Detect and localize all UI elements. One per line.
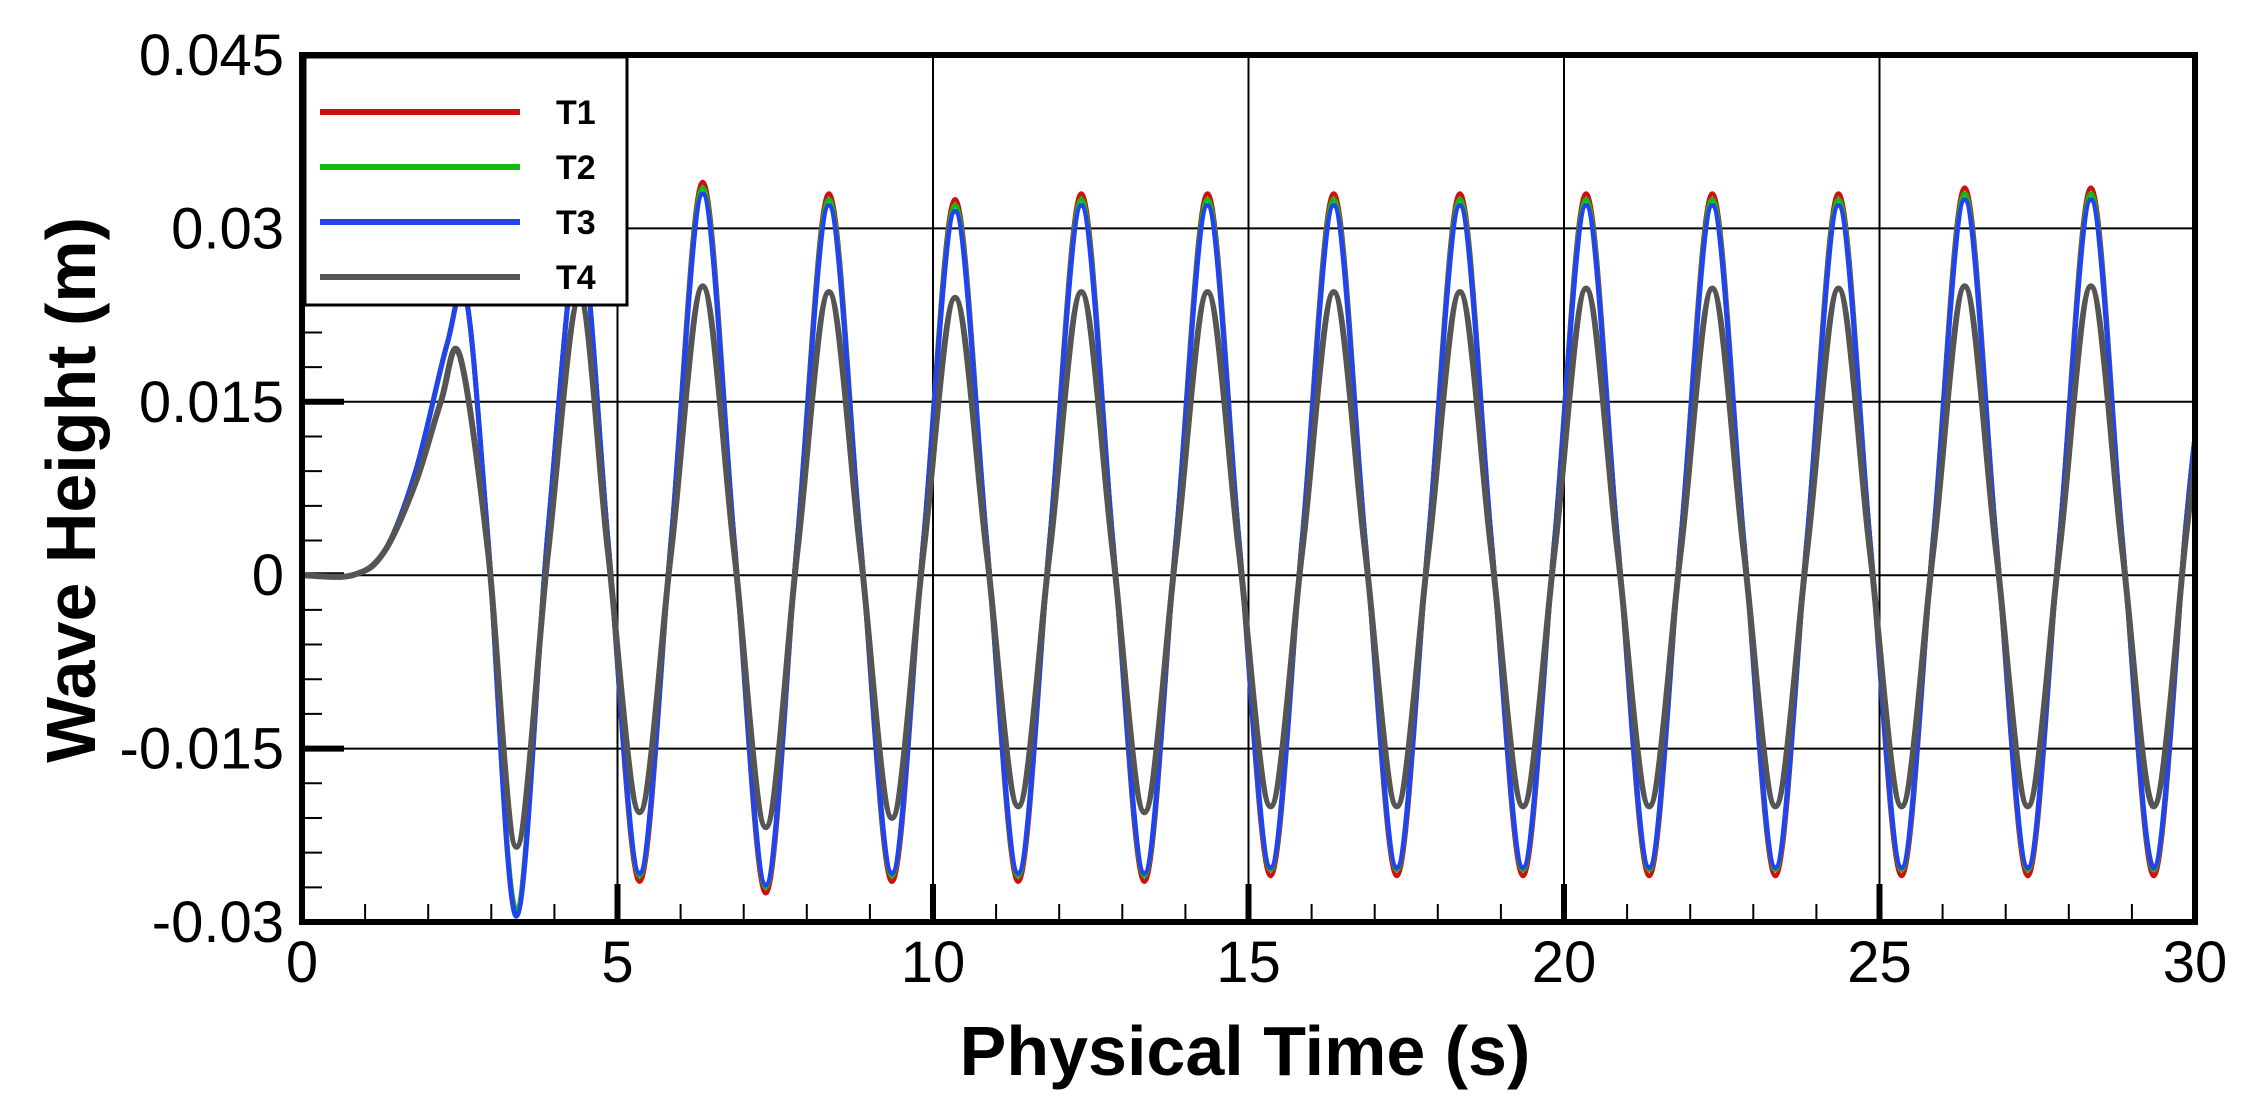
y-tick-label: -0.015 bbox=[120, 717, 284, 782]
plot-frame bbox=[299, 52, 2198, 925]
x-tick-label: 20 bbox=[1532, 930, 1597, 995]
legend-label-t2: T2 bbox=[556, 149, 596, 187]
x-tick-label: 0 bbox=[286, 930, 318, 995]
x-tick-label: 15 bbox=[1216, 930, 1281, 995]
y-axis-title: Wave Height (m) bbox=[32, 217, 110, 763]
x-tick-label: 30 bbox=[2163, 930, 2228, 995]
x-axis-title: Physical Time (s) bbox=[960, 1012, 1531, 1090]
y-tick-label: 0.015 bbox=[139, 370, 284, 435]
x-tick-label: 10 bbox=[901, 930, 966, 995]
series-line-t4 bbox=[302, 283, 2195, 850]
y-tick-label: 0.045 bbox=[139, 23, 284, 88]
y-tick-label: 0.03 bbox=[171, 196, 284, 261]
legend-box bbox=[303, 55, 629, 307]
legend-label-t1: T1 bbox=[556, 94, 596, 132]
x-tick-label: 25 bbox=[1847, 930, 1912, 995]
legend-label-t3: T3 bbox=[556, 204, 596, 242]
y-tick-label: 0 bbox=[252, 543, 284, 608]
legend: T1 T2 T3 T4 bbox=[303, 55, 629, 307]
tick-labels: 0 5 10 15 20 25 30 -0.03 -0.015 0 0.015 0.03 0.045 bbox=[120, 23, 2228, 995]
legend-label-t4: T4 bbox=[556, 259, 596, 297]
y-tick-label: -0.03 bbox=[152, 890, 284, 955]
x-tick-label: 5 bbox=[601, 930, 633, 995]
series-lines bbox=[302, 179, 2195, 919]
